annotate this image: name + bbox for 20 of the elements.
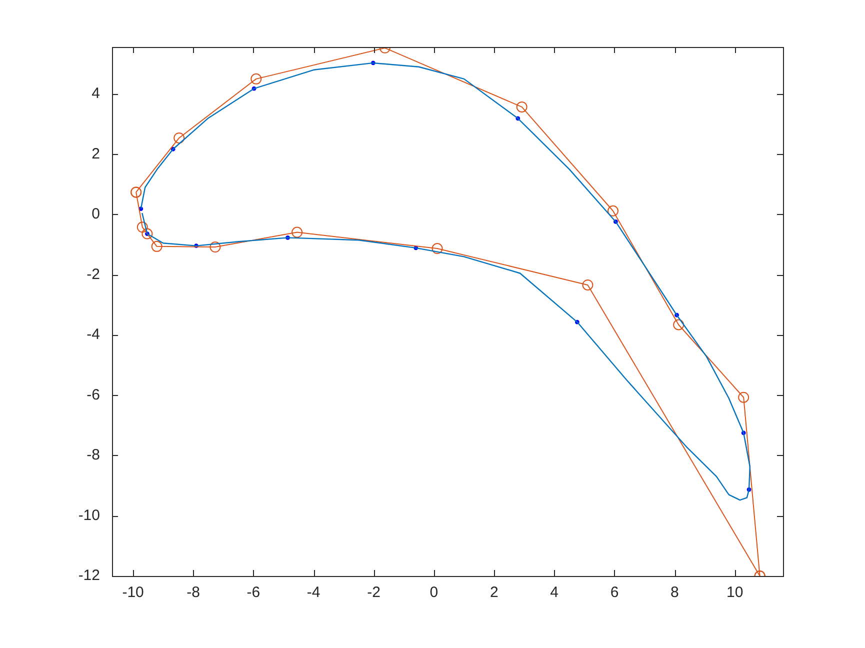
y-tick-label: -12 (78, 567, 100, 584)
y-tick-label: -10 (78, 506, 100, 524)
y-tick-label: 0 (92, 206, 100, 223)
x-tick-label: 8 (670, 584, 679, 602)
y-tick-label: -4 (86, 326, 100, 344)
y-tick-label: -6 (86, 386, 100, 404)
x-tick-label: 2 (490, 584, 498, 602)
x-tick-label: -10 (122, 584, 144, 602)
y-tick-label: -2 (86, 266, 100, 283)
y-tick-label: 4 (92, 85, 100, 102)
x-tick-label: 4 (550, 584, 558, 602)
x-tick-label: 10 (726, 584, 744, 602)
x-tick-label: -6 (246, 584, 260, 602)
x-tick-label: 0 (430, 584, 438, 602)
x-tick-label: -8 (186, 584, 200, 602)
y-tick-label: 2 (92, 145, 100, 162)
x-tick-label: -2 (367, 584, 380, 602)
x-tick-label: -4 (306, 584, 320, 602)
y-tick-label: -8 (86, 446, 100, 464)
x-tick-label: 6 (610, 584, 619, 602)
